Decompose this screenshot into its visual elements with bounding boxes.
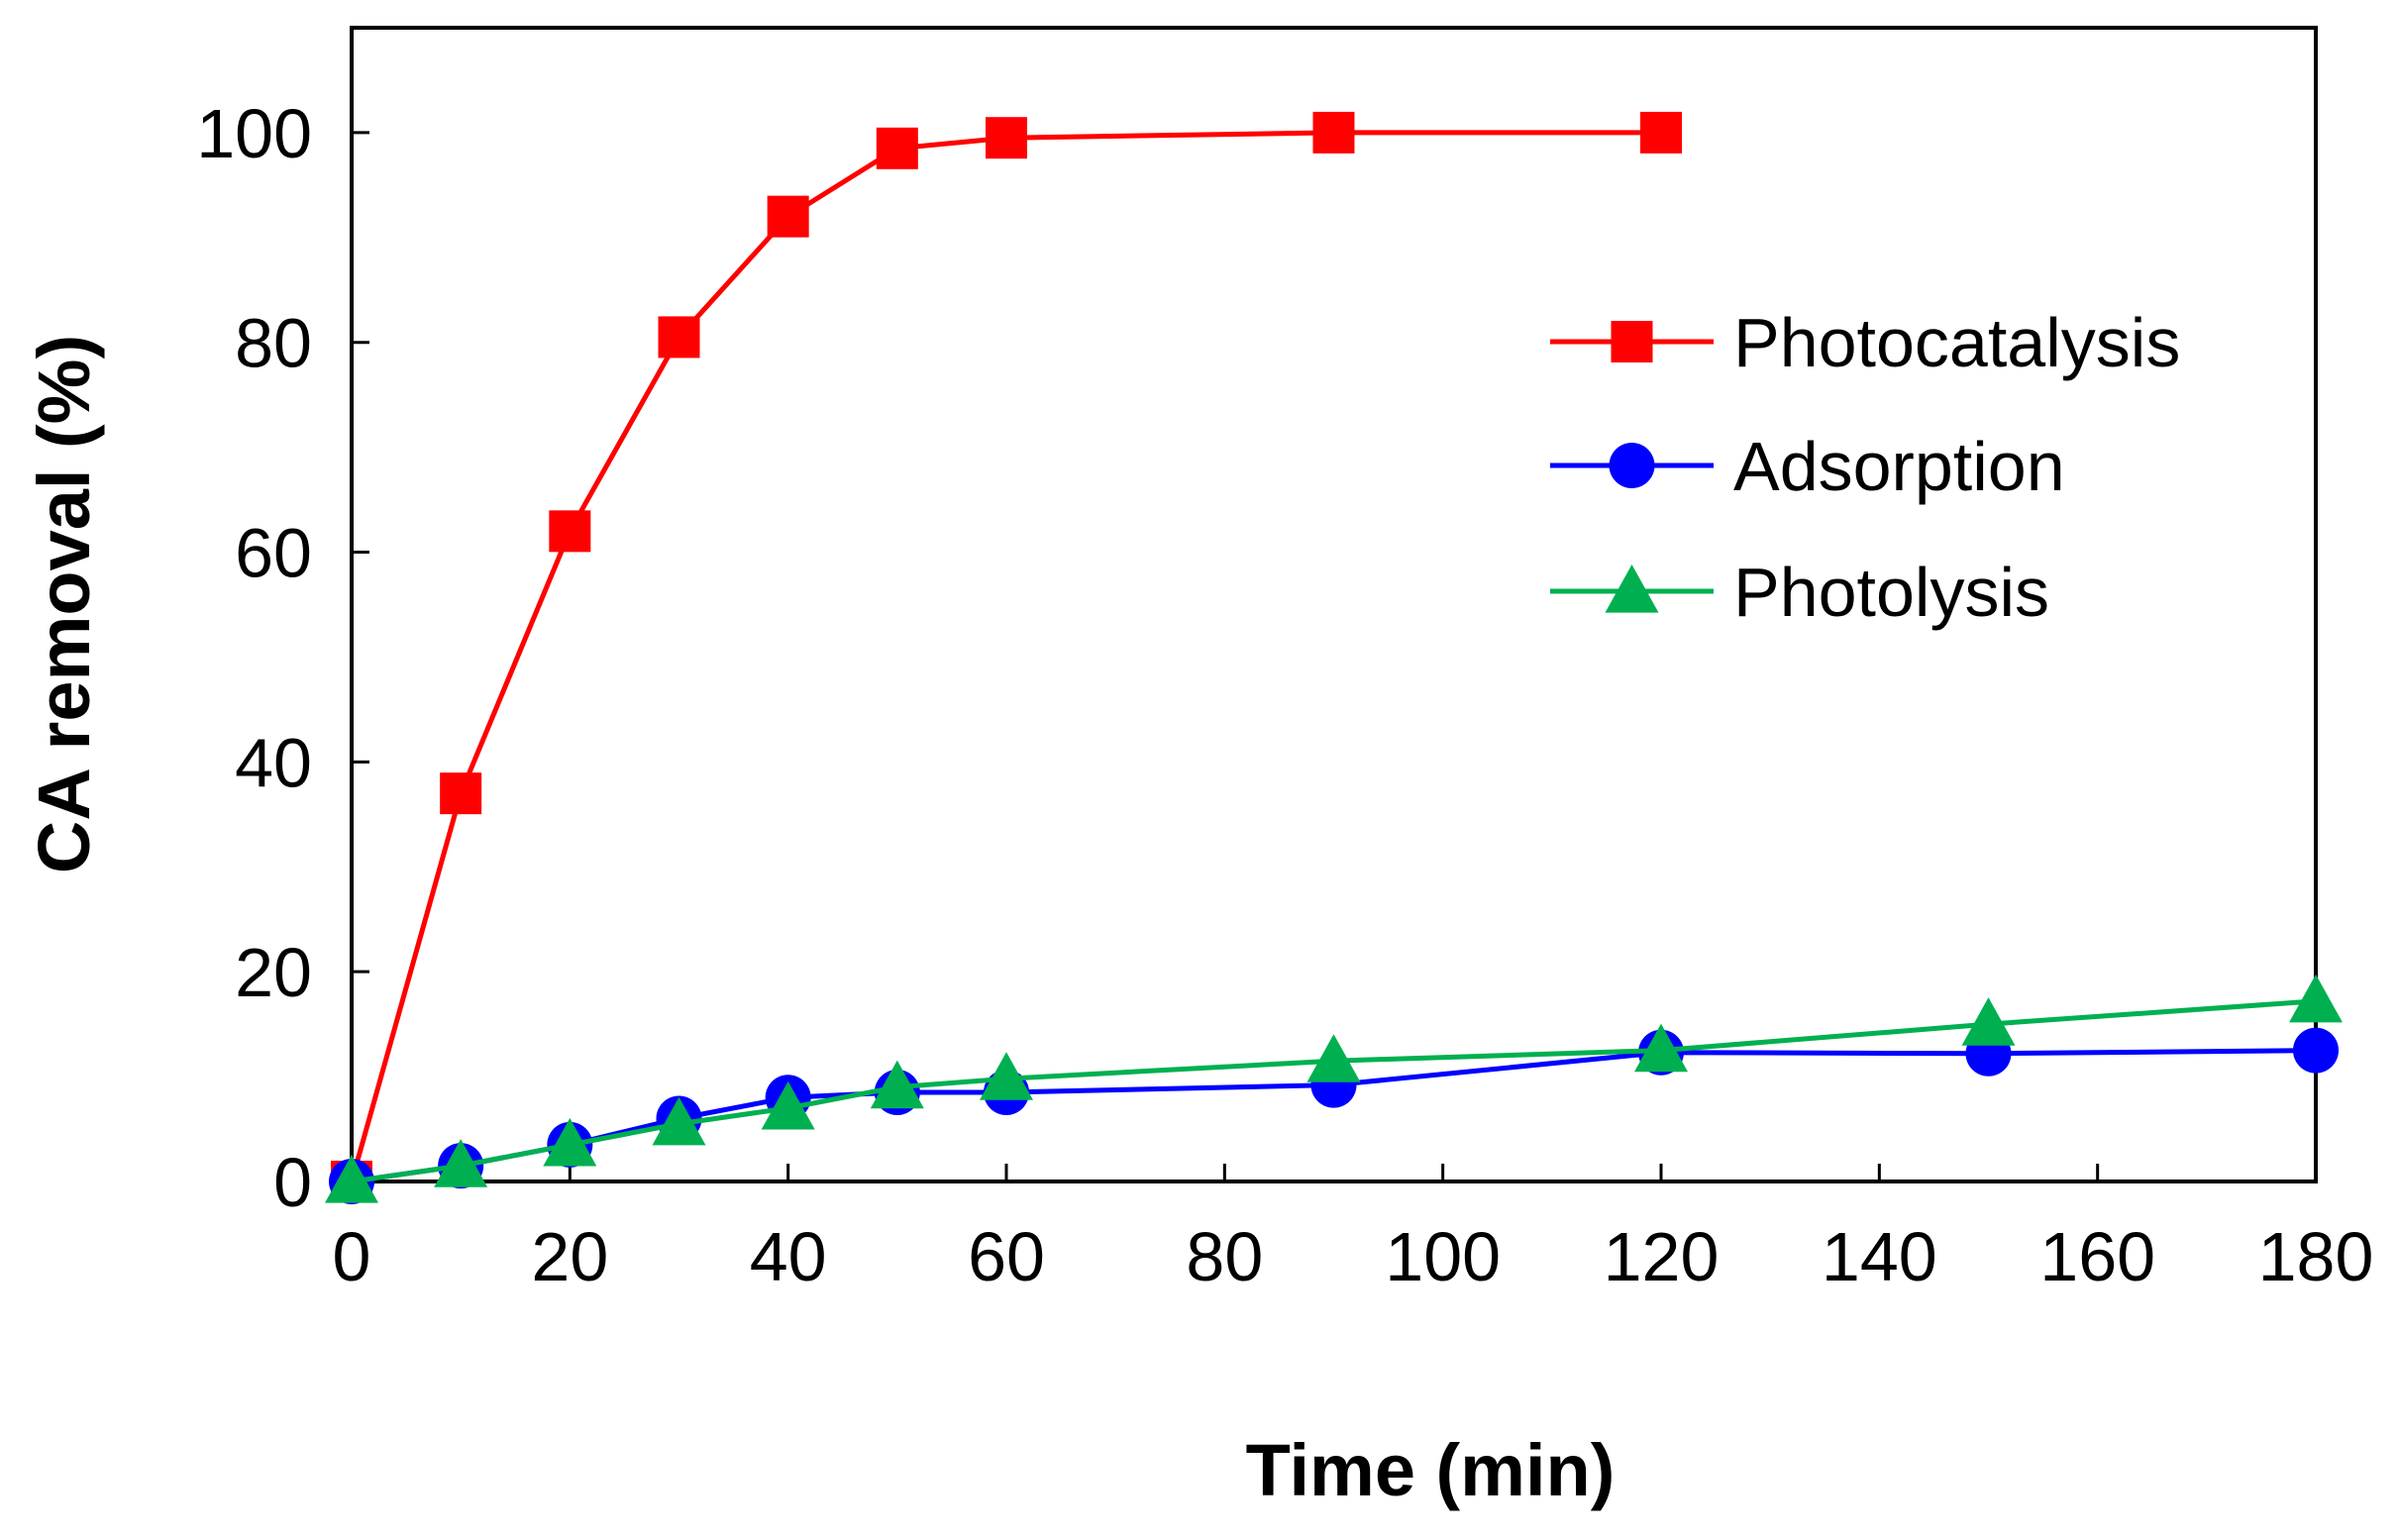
y-tick-label: 100 (196, 95, 312, 172)
photolysis-point (543, 1117, 597, 1167)
legend-marker-photolysis (1605, 565, 1659, 613)
x-tick-label: 120 (1604, 1218, 1720, 1295)
legend-label-photolysis: Photolysis (1733, 554, 2049, 631)
x-tick-label: 60 (968, 1218, 1045, 1295)
y-tick-label: 60 (235, 515, 312, 592)
x-tick-label: 80 (1186, 1218, 1263, 1295)
y-tick-label: 80 (235, 305, 312, 382)
legend-marker-photocatalysis (1611, 321, 1653, 362)
photolysis-point (1961, 997, 2016, 1046)
y-axis-title: CA removal (%) (23, 335, 105, 873)
y-tick-label: 20 (235, 934, 312, 1011)
photocatalysis-point (1312, 111, 1355, 154)
x-tick-label: 140 (1822, 1218, 1937, 1295)
photocatalysis-point (876, 127, 918, 169)
series-photolysis (325, 974, 2343, 1203)
series-layer (325, 111, 2343, 1204)
adsorption-point (2293, 1027, 2339, 1074)
legend-label-adsorption: Adsorption (1733, 428, 2065, 505)
x-tick-label: 160 (2039, 1218, 2155, 1295)
photocatalysis-point (658, 316, 700, 359)
legend-item-adsorption: Adsorption (1550, 428, 2065, 505)
photolysis-point (434, 1139, 488, 1187)
x-axis-title: Time (min) (1246, 1429, 1616, 1511)
tick-labels: 0 20 40 60 80 100 120 140 160 180 0 20 40 60 80 100 (196, 95, 2373, 1295)
photolysis-point (325, 1155, 378, 1203)
photolysis-point (761, 1080, 815, 1130)
photocatalysis-point (440, 772, 482, 815)
photolysis-point (870, 1060, 924, 1109)
photolysis-point (1634, 1023, 1688, 1073)
x-tick-label: 40 (750, 1218, 827, 1295)
y-tick-label: 0 (273, 1144, 312, 1221)
photocatalysis-point (549, 510, 591, 553)
x-tick-label: 20 (531, 1218, 608, 1295)
legend-label-photocatalysis: Photocatalysis (1733, 304, 2180, 381)
legend: Photocatalysis Adsorption Photolysis (1550, 304, 2180, 631)
legend-item-photocatalysis: Photocatalysis (1550, 304, 2180, 381)
photocatalysis-point (986, 117, 1027, 159)
photolysis-point (980, 1052, 1033, 1100)
y-tick-label: 40 (235, 724, 312, 801)
legend-marker-adsorption (1609, 443, 1655, 488)
legend-item-photolysis: Photolysis (1550, 554, 2049, 631)
x-tick-label: 100 (1385, 1218, 1501, 1295)
photolysis-point (1306, 1034, 1361, 1082)
x-tick-label: 180 (2258, 1218, 2374, 1295)
photolysis-point (2289, 974, 2343, 1023)
photolysis-point (652, 1096, 706, 1146)
photocatalysis-point (767, 195, 809, 238)
plot-area (350, 26, 2318, 1183)
x-tick-label: 0 (333, 1218, 371, 1295)
photocatalysis-point (1640, 111, 1682, 154)
